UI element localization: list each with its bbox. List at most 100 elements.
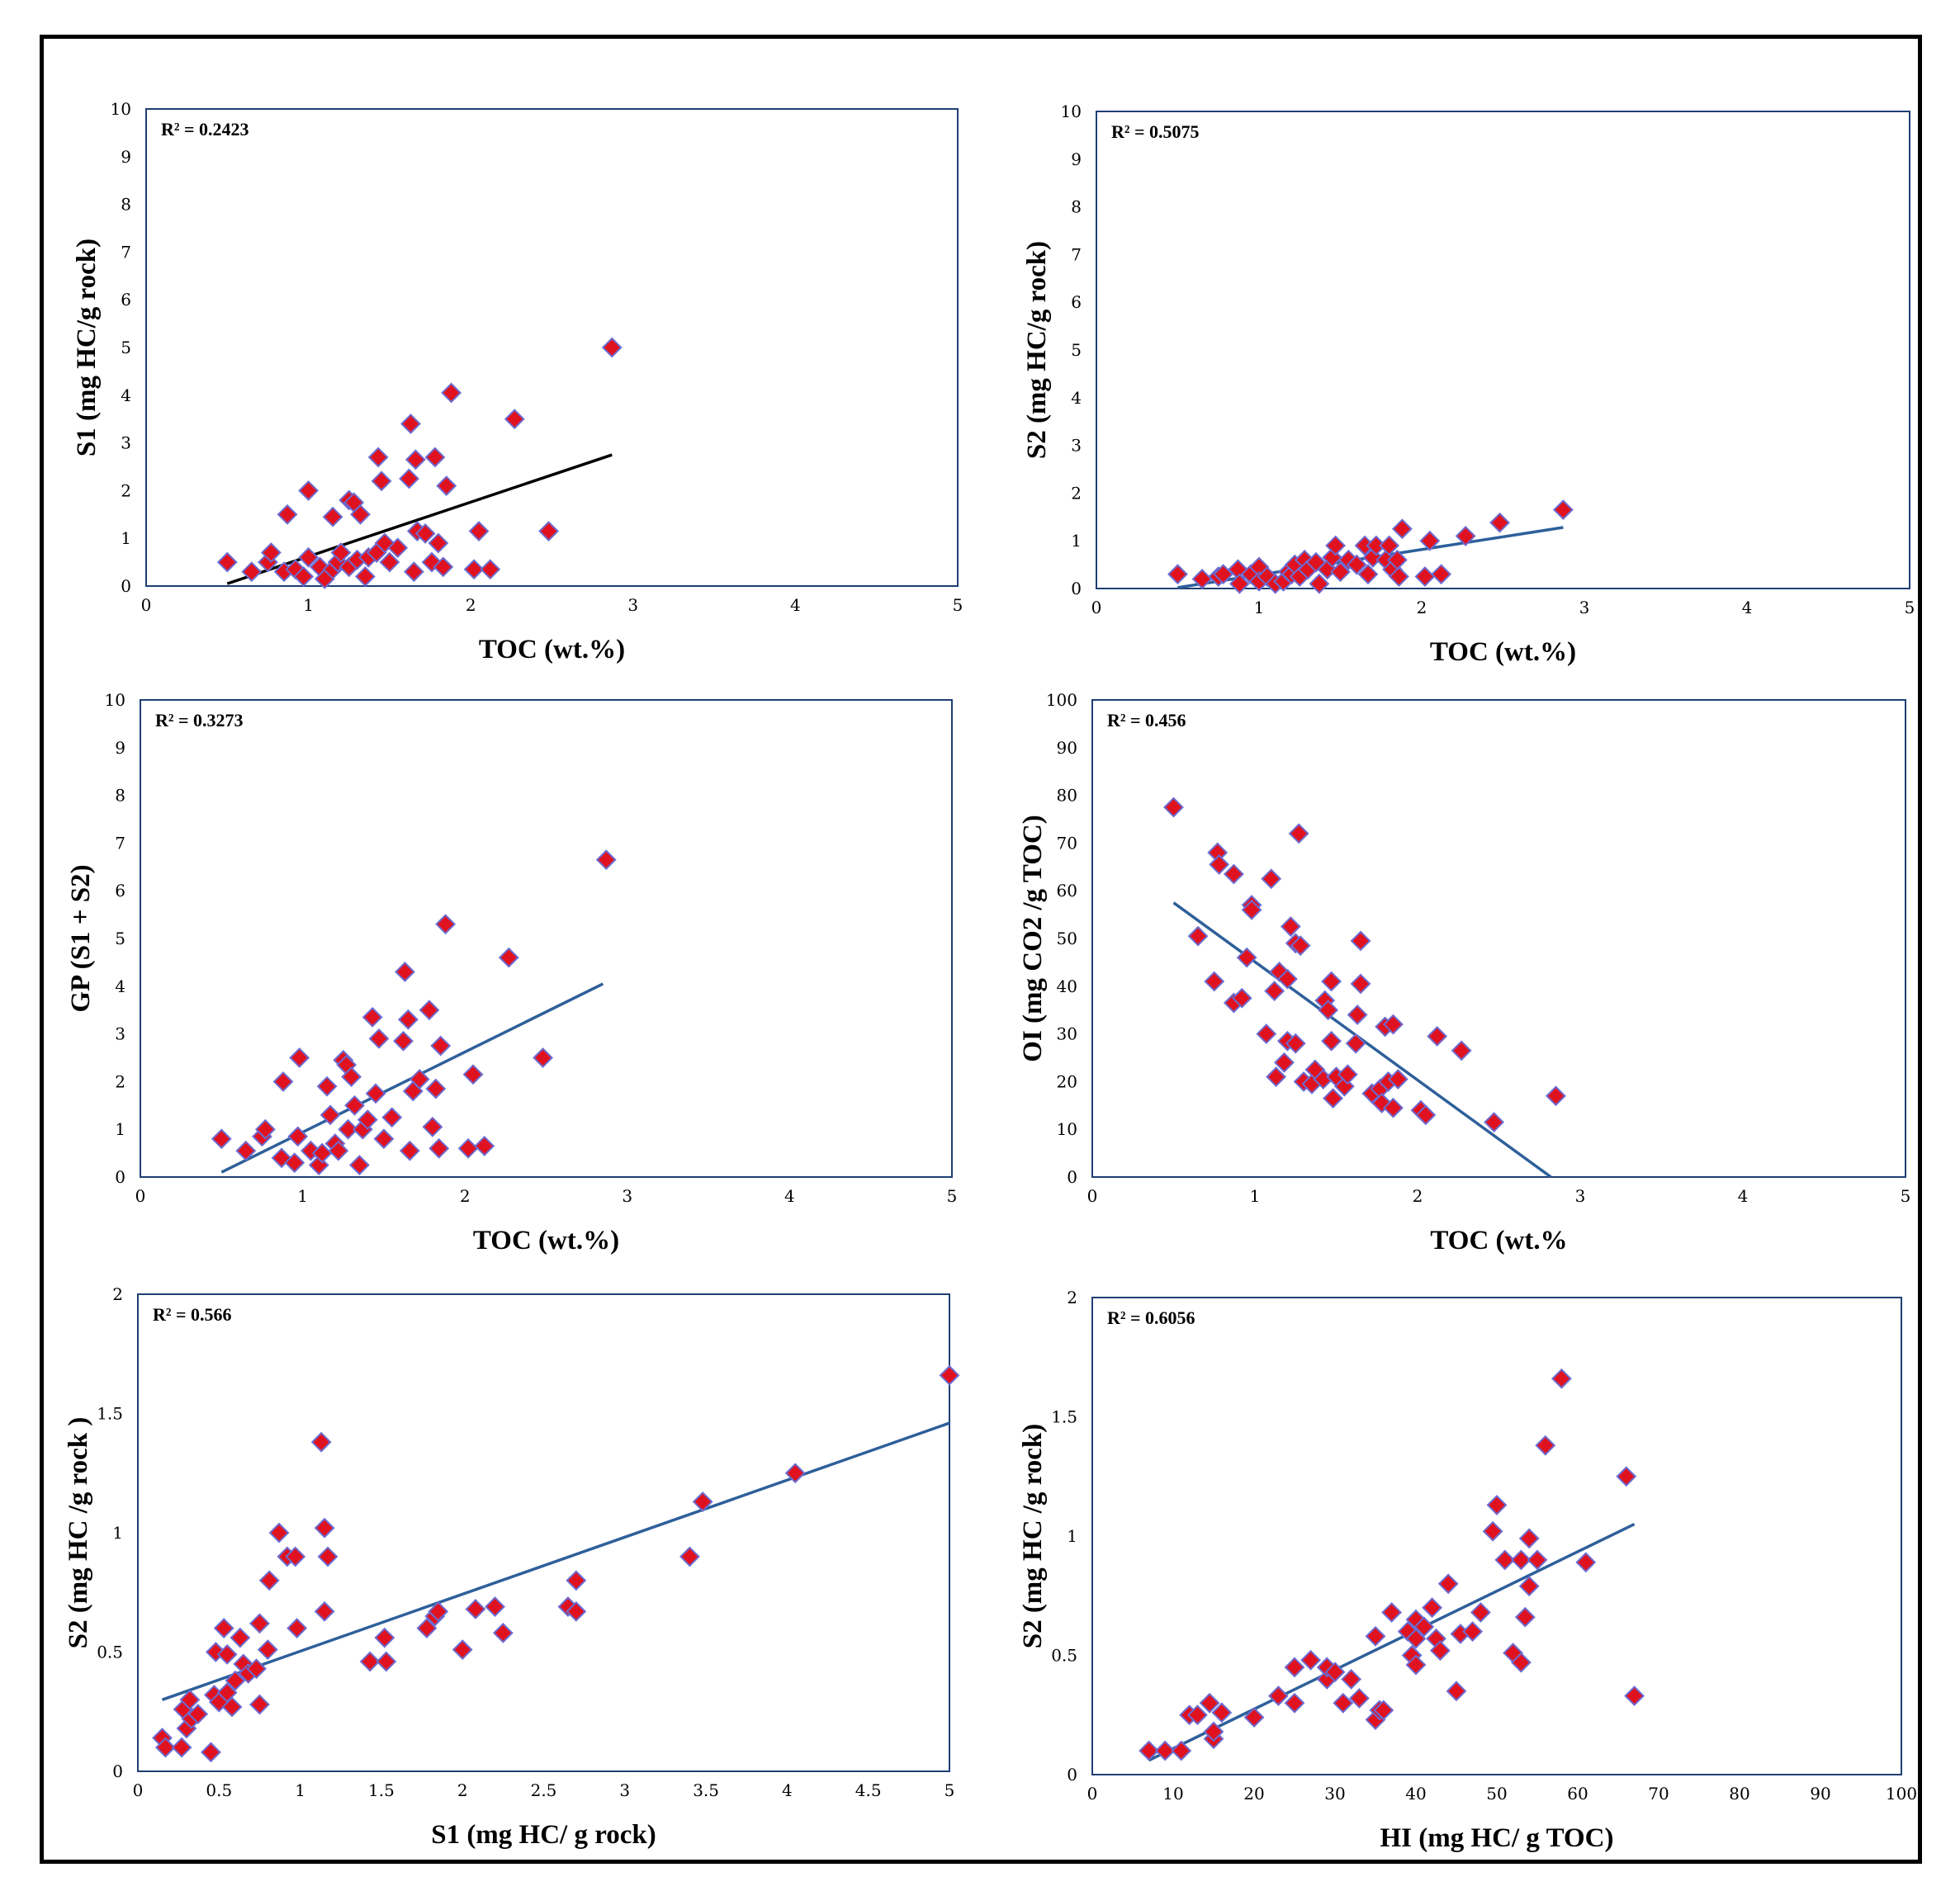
x-tick-label: 0 (135, 1186, 146, 1206)
data-point (1191, 569, 1213, 589)
x-axis-label: TOC (wt.%) (1430, 637, 1576, 667)
data-point (1337, 1064, 1358, 1085)
x-tick-label: 3 (1579, 598, 1590, 617)
data-point (1171, 1740, 1192, 1761)
y-tick-label: 10 (1061, 102, 1082, 121)
data-point (1350, 930, 1371, 952)
data-point (235, 1140, 257, 1161)
y-tick-label: 1 (112, 1523, 123, 1543)
x-tick-label: 4 (1742, 598, 1753, 617)
data-point (419, 1000, 440, 1021)
r-squared-annotation: R² = 0.456 (1107, 710, 1186, 730)
data-point (338, 1118, 359, 1140)
data-point (457, 1137, 479, 1159)
data-point (230, 1627, 251, 1648)
data-point (357, 1109, 378, 1131)
data-point (1284, 1692, 1305, 1714)
data-point (293, 566, 315, 587)
data-point (328, 1140, 349, 1161)
data-point (1223, 863, 1244, 885)
x-tick-label: 5 (953, 595, 963, 615)
data-point (216, 551, 238, 573)
data-point (1276, 968, 1298, 990)
y-tick-label: 7 (115, 833, 125, 853)
data-point (533, 1047, 553, 1068)
data-point (241, 561, 263, 583)
data-point (1379, 535, 1400, 556)
data-point (436, 475, 457, 497)
data-point (286, 1618, 308, 1639)
data-point (1527, 1549, 1548, 1571)
data-point (1486, 1495, 1508, 1515)
data-point (504, 409, 525, 430)
x-tick-label: 4 (790, 595, 801, 615)
data-point (468, 521, 490, 541)
y-tick-label: 10 (105, 690, 125, 710)
x-tick-label: 80 (1729, 1784, 1749, 1804)
data-point (480, 559, 501, 580)
data-point (171, 1737, 192, 1758)
trend-line (1148, 1522, 1636, 1762)
data-point (365, 1083, 386, 1104)
data-point (1163, 797, 1184, 818)
data-point (341, 1066, 362, 1088)
plot-area (140, 699, 953, 1178)
y-tick-label: 70 (1057, 833, 1077, 853)
y-tick-label: 0 (115, 1167, 125, 1187)
x-tick-label: 0 (1091, 598, 1102, 617)
y-tick-label: 1 (1071, 531, 1082, 551)
data-point (376, 1651, 397, 1672)
data-point (1546, 1085, 1566, 1107)
y-tick-label: 60 (1057, 881, 1077, 901)
data-point (1494, 1549, 1516, 1571)
data-point (1389, 566, 1409, 587)
data-point (1431, 564, 1452, 585)
y-tick-label: 80 (1057, 786, 1077, 806)
data-point (320, 1104, 341, 1126)
data-point (939, 1364, 960, 1386)
y-tick-label: 2 (121, 480, 131, 500)
y-tick-label: 9 (121, 147, 131, 167)
data-point (1187, 925, 1209, 947)
data-point (359, 1651, 381, 1672)
r-squared-annotation: R² = 0.5075 (1111, 121, 1200, 142)
data-point (310, 1431, 332, 1453)
data-point (1284, 1657, 1305, 1678)
data-point (465, 1599, 486, 1619)
data-point (1405, 1654, 1427, 1676)
data-point (1455, 526, 1476, 546)
data-point (249, 1694, 270, 1715)
x-tick-label: 1 (303, 595, 314, 615)
y-tick-label: 7 (1071, 244, 1082, 264)
data-point (1383, 1014, 1404, 1035)
data-point (1229, 573, 1250, 594)
x-tick-label: 1 (297, 1186, 308, 1206)
data-point (287, 1126, 309, 1147)
chart-panel-5: 0 0.5 1 1.5 2 2.5 3 3.5 4 4.5 5 0 0.5 1 1.5 2 S1 (mg HC/… (64, 1284, 960, 1850)
data-point (1309, 573, 1330, 594)
data-point (1514, 1606, 1536, 1628)
data-point (1350, 973, 1371, 995)
data-point (784, 1463, 806, 1484)
data-point (381, 1107, 403, 1128)
r-squared-annotation: R² = 0.566 (153, 1304, 232, 1325)
y-tick-label: 6 (121, 290, 131, 310)
data-point (211, 1128, 232, 1150)
data-point (179, 1689, 201, 1710)
data-point (373, 1128, 395, 1150)
y-tick-label: 0 (1067, 1765, 1077, 1785)
data-point (462, 1064, 484, 1085)
data-point (566, 1600, 587, 1622)
data-point (1264, 981, 1285, 1001)
data-point (316, 1076, 338, 1097)
x-tick-label: 0 (1087, 1186, 1098, 1206)
data-point (1154, 1740, 1176, 1761)
data-point (1256, 1024, 1277, 1045)
x-tick-label: 3 (627, 595, 638, 615)
data-point (1325, 535, 1347, 556)
x-axis-label: TOC (wt.% (1430, 1226, 1567, 1255)
data-point (289, 1047, 310, 1068)
data-point (1624, 1685, 1645, 1707)
y-tick-label: 0 (1071, 579, 1082, 598)
